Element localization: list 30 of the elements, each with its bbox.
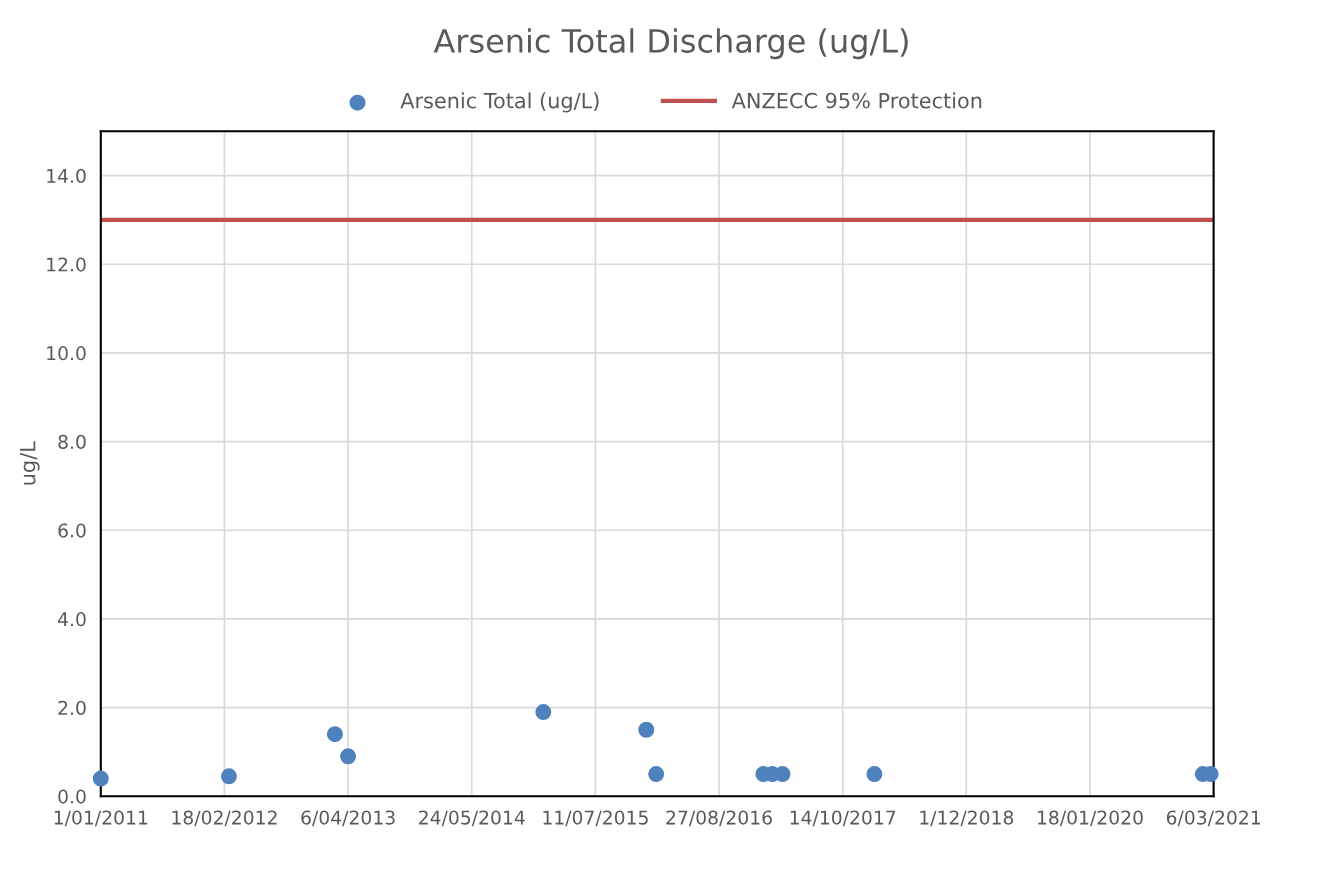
point <box>92 770 109 787</box>
point <box>638 721 655 738</box>
y-axis-title: ug/L <box>20 441 40 485</box>
y-tick-label: 14.0 <box>47 168 86 183</box>
point <box>535 704 552 720</box>
x-tick-label: 1/12/2018 <box>920 810 1014 827</box>
legend-label: Arsenic Total (ug/L) <box>400 92 599 113</box>
y-tick-label: 12.0 <box>47 257 86 272</box>
point <box>220 768 237 785</box>
point <box>866 766 883 783</box>
x-tick-label: 14/10/2017 <box>790 810 896 827</box>
y-tick-label: 2.0 <box>58 700 86 715</box>
y-tick-label: 0.0 <box>58 789 86 804</box>
x-tick-label: 18/02/2012 <box>172 810 277 827</box>
x-tick-label: 24/05/2014 <box>419 810 525 827</box>
y-tick-label: 6.0 <box>58 523 86 538</box>
x-tick-label: 27/08/2016 <box>666 810 772 827</box>
point <box>648 766 665 783</box>
x-tick-label: 11/07/2015 <box>543 810 648 827</box>
legend-label: ANZECC 95% Protection <box>731 92 982 109</box>
point <box>340 748 357 765</box>
chart-title: Arsenic Total Discharge (ug/L) <box>433 28 908 60</box>
y-tick-label: 10.0 <box>47 346 86 361</box>
y-tick-label: 8.0 <box>58 434 86 449</box>
x-tick-label: 6/04/2013 <box>301 810 395 827</box>
x-tick-label: 1/01/2011 <box>54 810 148 827</box>
point <box>326 726 343 743</box>
x-tick-label: 18/01/2020 <box>1038 810 1143 827</box>
y-tick-label: 4.0 <box>58 612 86 627</box>
x-tick-label: 6/03/2021 <box>1166 810 1260 827</box>
